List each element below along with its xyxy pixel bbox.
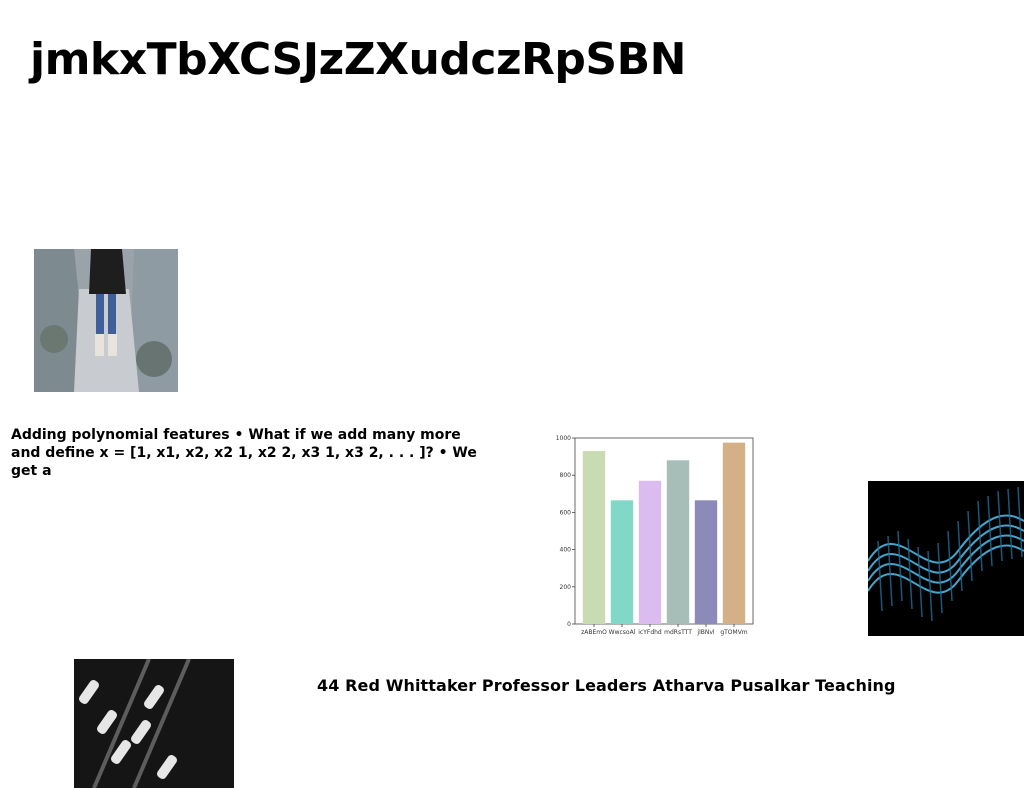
blue-waves-photo (868, 481, 1024, 636)
x-tick-label: zABEmO (581, 629, 607, 636)
x-tick-label: icYFdhd (638, 629, 662, 636)
y-tick-label: 400 (560, 547, 572, 554)
caption-text: 44 Red Whittaker Professor Leaders Athar… (317, 676, 896, 695)
y-tick-label: 600 (560, 509, 572, 516)
page-title: jmkxTbXCSJzZXudczRpSBN (30, 34, 686, 85)
bar-WwcsoAl (610, 500, 634, 624)
bar-gTOMVm (722, 442, 746, 624)
bar-zABEmO (582, 451, 606, 624)
bar-chart: 0 200 400 600 800 1000 zABEmO WwcsoAl icYFdhd mdR… (556, 435, 754, 636)
bar-jlBNvl (694, 500, 718, 624)
bar-mdRsTTT (666, 460, 690, 624)
x-tick-label: gTOMVm (720, 629, 747, 636)
x-tick-label: WwcsoAl (609, 629, 636, 636)
person-on-path-photo (34, 249, 178, 392)
y-tick-label: 200 (560, 584, 572, 591)
y-tick-label: 1000 (556, 435, 571, 442)
x-tick-label: jlBNvl (696, 629, 714, 636)
body-paragraph: Adding polynomial features • What if we … (11, 427, 477, 479)
marina-boats-photo (74, 659, 234, 788)
y-tick-label: 800 (560, 472, 572, 479)
x-tick-label: mdRsTTT (664, 629, 692, 636)
y-tick-label: 0 (567, 621, 571, 628)
bar-icYFdhd (638, 480, 662, 624)
chart-frame (574, 437, 754, 625)
